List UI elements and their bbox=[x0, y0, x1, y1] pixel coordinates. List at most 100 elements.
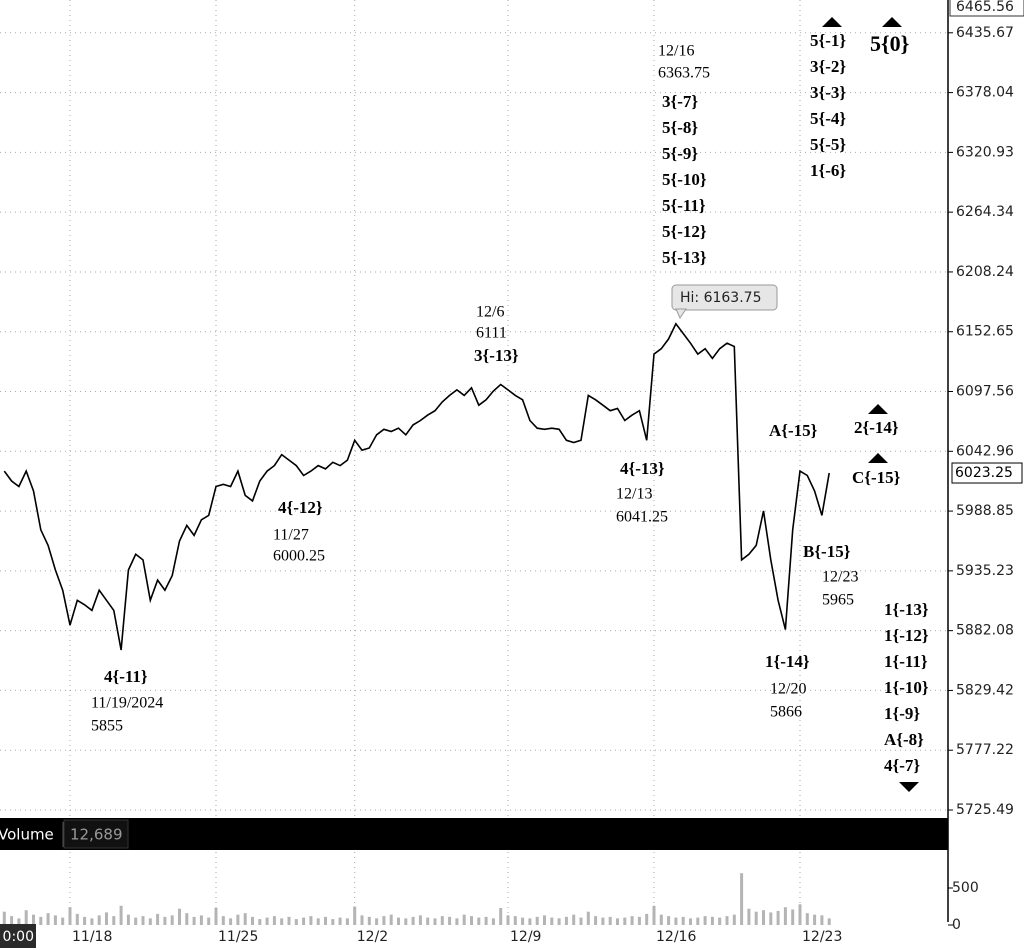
volume-bar bbox=[75, 913, 79, 925]
volume-bar bbox=[280, 918, 284, 925]
volume-bar bbox=[163, 916, 167, 925]
volume-title: Volume bbox=[0, 826, 54, 844]
volume-bar bbox=[375, 918, 379, 925]
price-panel: Hi: 6163.75 bbox=[3, 284, 830, 651]
volume-bar bbox=[455, 918, 459, 925]
volume-bar bbox=[32, 914, 35, 925]
volume-readout-box bbox=[63, 819, 129, 849]
y-tick-label: 6435.67 bbox=[956, 25, 1014, 41]
volume-bar bbox=[543, 915, 546, 925]
volume-bar bbox=[696, 917, 700, 925]
x-label-box bbox=[0, 924, 36, 948]
wave-label: 12/23 bbox=[822, 569, 858, 586]
volume-bar bbox=[105, 912, 108, 925]
wave-label: 4{-13} bbox=[620, 459, 665, 478]
volume-bar bbox=[637, 916, 641, 925]
volume-bar bbox=[762, 910, 765, 925]
volume-bar bbox=[382, 916, 386, 925]
volume-panel: Volume 12,689 bbox=[0, 818, 948, 925]
annotations: 4{-11} 11/19/2024 5855 4{-12} 11/27 6000.25 12… bbox=[91, 17, 929, 792]
wave-label: 1{-12} bbox=[884, 626, 929, 645]
volume-bar bbox=[754, 911, 758, 925]
y-limit-label: 6465.56 bbox=[956, 0, 1014, 15]
volume-bar bbox=[710, 916, 714, 925]
last-price-label: 6023.25 bbox=[955, 465, 1013, 481]
volume-bar bbox=[499, 907, 503, 925]
wave-label: 12/6 bbox=[476, 304, 504, 321]
volume-bar bbox=[681, 916, 685, 925]
volume-bar bbox=[747, 908, 751, 925]
volume-bar bbox=[805, 913, 809, 925]
volume-bar bbox=[674, 917, 678, 925]
volume-bar bbox=[324, 916, 327, 925]
volume-bar bbox=[214, 907, 218, 925]
wave-label: 6041.25 bbox=[616, 509, 668, 526]
volume-bar bbox=[272, 916, 276, 925]
volume-bar bbox=[178, 908, 181, 925]
wave-label: 5{-1} bbox=[810, 31, 846, 50]
volume-bar bbox=[404, 918, 408, 925]
wave-label: 5{-5} bbox=[810, 135, 846, 154]
volume-bar bbox=[112, 916, 116, 925]
arrow-up bbox=[868, 453, 888, 463]
volume-bar bbox=[725, 916, 729, 925]
volume-bar bbox=[338, 917, 342, 925]
wave-label: 5965 bbox=[822, 592, 854, 609]
last-price-box bbox=[951, 462, 1023, 484]
volume-bar bbox=[418, 915, 422, 925]
y-tick-label: 6378.04 bbox=[956, 85, 1014, 101]
wave-label: 6363.75 bbox=[658, 65, 710, 82]
volume-bar bbox=[586, 911, 590, 925]
volume-bar bbox=[126, 914, 130, 925]
volume-bar bbox=[83, 916, 87, 925]
wave-label: 3{-7} bbox=[662, 92, 698, 111]
wave-label: 11/19/2024 bbox=[91, 695, 163, 712]
volume-bar bbox=[791, 909, 795, 925]
volume-bar bbox=[732, 914, 736, 925]
volume-bar bbox=[17, 918, 21, 925]
y-tick-label: 5777.22 bbox=[956, 742, 1014, 758]
volume-bar bbox=[68, 907, 72, 925]
x-tick-label: 12/16 bbox=[656, 929, 696, 945]
volume-bar bbox=[229, 918, 233, 925]
volume-bar bbox=[39, 916, 43, 925]
volume-bar bbox=[776, 910, 780, 925]
wave-label: 5{-12} bbox=[662, 222, 707, 241]
volume-bar bbox=[718, 917, 722, 925]
volume-bar bbox=[601, 917, 605, 925]
wave-label: 3{-13} bbox=[474, 346, 519, 365]
volume-bar bbox=[61, 917, 65, 925]
wave-label: 1{-6} bbox=[810, 161, 846, 180]
wave-label: 2{-14} bbox=[854, 418, 899, 437]
volume-bar bbox=[448, 916, 452, 925]
volume-bar bbox=[440, 916, 444, 925]
y-tick-label: 6264.34 bbox=[956, 204, 1014, 220]
volume-bar bbox=[564, 916, 568, 925]
volume-bar bbox=[594, 916, 598, 925]
wave-label: 1{-11} bbox=[884, 652, 928, 671]
y-tick-label: 6042.96 bbox=[956, 443, 1014, 459]
volume-bar bbox=[426, 917, 430, 925]
wave-label: A{-15} bbox=[769, 421, 818, 440]
y-tick-label: 500 bbox=[952, 880, 979, 896]
wave-label: C{-15} bbox=[852, 468, 901, 487]
x-tick-label: 11/18 bbox=[72, 929, 112, 945]
arrow-down bbox=[899, 782, 919, 792]
volume-bar bbox=[141, 916, 145, 925]
volume-bar bbox=[97, 915, 101, 925]
volume-bar bbox=[411, 916, 415, 925]
volume-bar bbox=[689, 918, 692, 925]
y-tick-label: 0 bbox=[952, 917, 961, 933]
volume-bar bbox=[10, 916, 14, 925]
wave-label: 5{0} bbox=[870, 31, 909, 56]
volume-bar bbox=[769, 912, 773, 925]
volume-bar bbox=[608, 916, 612, 925]
volume-bar bbox=[24, 910, 28, 925]
x-tick-label: 0:00 bbox=[3, 929, 34, 945]
y-tick-label: 6320.93 bbox=[956, 144, 1014, 160]
y-tick-label: 6208.24 bbox=[956, 264, 1014, 280]
y-tick-label: 5988.85 bbox=[956, 503, 1014, 519]
volume-readout: 12,689 bbox=[70, 826, 123, 844]
